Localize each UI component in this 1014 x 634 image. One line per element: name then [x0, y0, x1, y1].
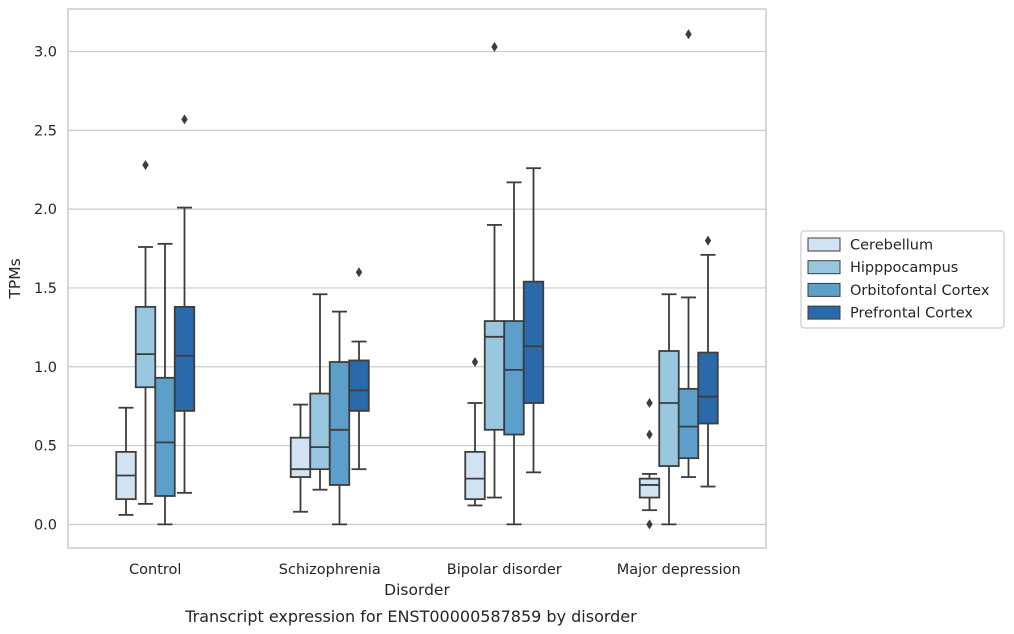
box-iqr [328, 361, 351, 486]
box-orbitofontal-cortex [328, 310, 351, 526]
box-iqr [697, 351, 719, 425]
legend-frame [800, 230, 1005, 329]
legend-label: Cerebellum [850, 238, 933, 254]
legend-label: Orbitofontal Cortex [850, 283, 990, 299]
legend-swatch [807, 305, 841, 320]
legend-swatch [807, 282, 841, 297]
box-hipppocampus [309, 293, 331, 491]
outlier-point [142, 160, 149, 171]
outlier-point [471, 357, 479, 368]
x-tick-label: Control [129, 562, 181, 578]
x-tick-label: Bipolar disorder [447, 562, 562, 578]
box-iqr [348, 359, 370, 412]
legend: Cerebellum Hipppocampus Orbitofontal Corte… [800, 230, 1005, 329]
outlier-point [491, 41, 498, 52]
box-orbitofontal-cortex [154, 242, 176, 526]
legend-item: Hipppocampus [807, 260, 958, 276]
plot-frame [67, 8, 767, 549]
y-tick-label: 1.0 [34, 360, 57, 376]
box-hipppocampus [134, 160, 157, 505]
box-prefrontal-cortex [173, 114, 196, 494]
outlier-point [646, 398, 653, 409]
legend-label: Hipppocampus [850, 260, 958, 276]
outlier-point [181, 114, 188, 125]
box-prefrontal-cortex [697, 235, 719, 488]
legend-swatch [807, 237, 841, 252]
outlier-point [685, 29, 692, 40]
y-tick-label: 2.0 [34, 202, 57, 218]
box-iqr [503, 320, 525, 436]
y-axis-label: TPMs [6, 258, 24, 299]
y-tick-label: 0.5 [34, 439, 57, 455]
y-tick-labels: 0.0 0.5 1.0 1.5 2.0 2.5 3.0 [34, 45, 57, 534]
legend-item: Prefrontal Cortex [807, 305, 973, 322]
x-tick-label: Major depression [617, 562, 741, 578]
y-tick-label: 0.0 [34, 517, 57, 533]
legend-item: Orbitofontal Cortex [807, 282, 990, 299]
box-prefrontal-cortex [522, 167, 545, 474]
legend-swatch [807, 260, 841, 275]
outlier-point [704, 235, 712, 246]
box-iqr [522, 280, 545, 404]
legend-item: Cerebellum [807, 237, 933, 254]
box-hipppocampus [658, 293, 680, 526]
x-tick-labels: Control Schizophrenia Bipolar disorder Majo… [129, 562, 741, 578]
y-tick-label: 3.0 [34, 45, 57, 61]
legend-label: Prefrontal Cortex [850, 306, 973, 322]
box-iqr [154, 376, 176, 497]
box-iqr [309, 392, 331, 471]
box-iqr [464, 450, 486, 501]
box-prefrontal-cortex [348, 267, 370, 471]
box-orbitofontal-cortex [503, 181, 525, 526]
y-tick-label: 1.5 [34, 281, 57, 297]
x-axis-label: Disorder [384, 581, 450, 599]
box-layer [115, 29, 719, 530]
box-iqr [134, 305, 157, 389]
chart-caption: Transcript expression for ENST0000058785… [184, 607, 637, 626]
outlier-point [355, 267, 363, 278]
box-cerebellum [464, 357, 486, 507]
x-tick-label: Schizophrenia [279, 562, 381, 578]
box-iqr [658, 350, 680, 467]
outlier-point [646, 429, 653, 440]
box-orbitofontal-cortex [677, 29, 700, 478]
box-cerebellum [289, 403, 312, 513]
box-hipppocampus [483, 41, 506, 499]
y-tick-label: 2.5 [34, 123, 57, 139]
box-cerebellum [638, 398, 661, 530]
box-iqr [289, 436, 312, 478]
box-iqr [677, 387, 700, 460]
outlier-point [646, 519, 653, 530]
box-iqr [638, 477, 661, 499]
box-iqr [173, 305, 196, 412]
box-cerebellum [115, 406, 137, 516]
